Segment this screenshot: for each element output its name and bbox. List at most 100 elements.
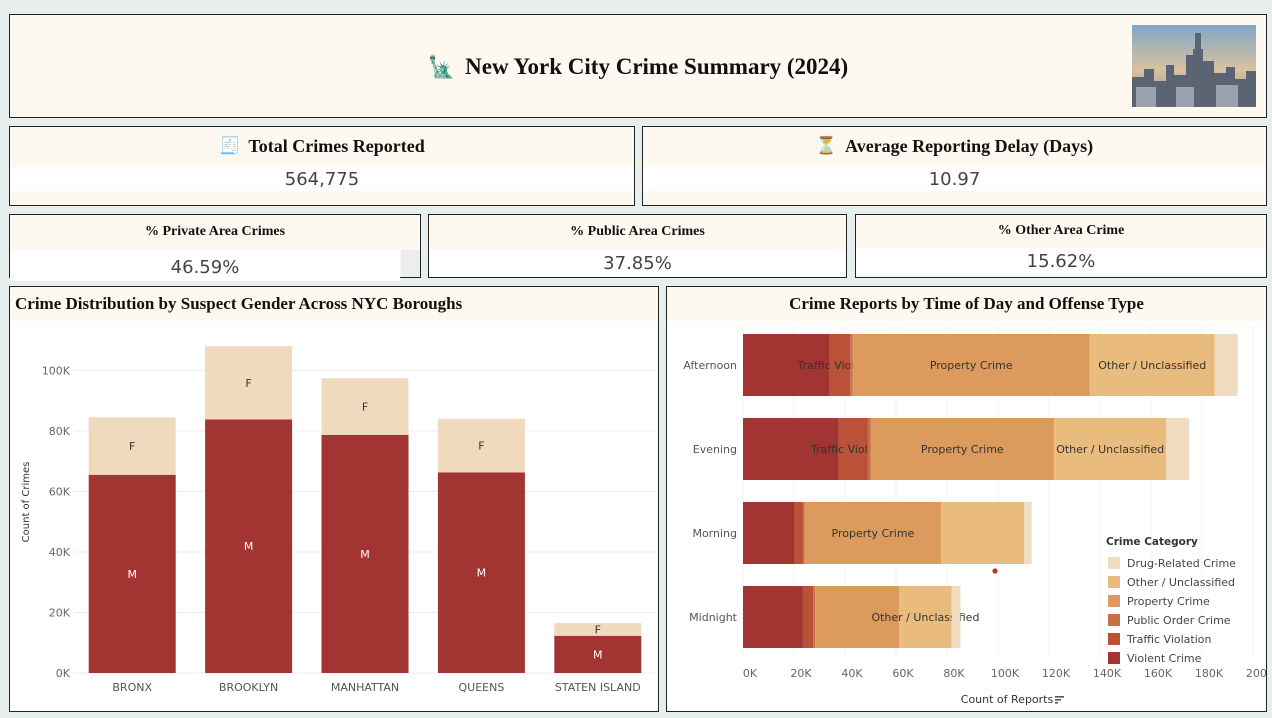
kpi-other-area: % Other Area Crime 15.62% xyxy=(855,214,1267,278)
time-offense-chart: 0K 20K 40K 60K 80K 100K 120K 140K 160K 180K 200K Af… xyxy=(683,327,1266,706)
x-tick-label: 80K xyxy=(943,667,965,680)
bar-m xyxy=(554,635,642,673)
bar-segment xyxy=(743,502,794,564)
x-tick-label: BROOKLYN xyxy=(219,681,278,694)
y-tick-label: 0K xyxy=(56,667,71,680)
title-panel: 🗽 New York City Crime Summary (2024) xyxy=(9,14,1267,118)
x-tick-label: 180K xyxy=(1195,667,1224,680)
bar-data-label: M xyxy=(360,548,370,561)
legend-swatch xyxy=(1108,633,1120,645)
gender-chart-title: Crime Distribution by Suspect Gender Acr… xyxy=(10,287,658,321)
legend-title: Crime Category xyxy=(1106,536,1198,548)
x-tick-label: MANHATTAN xyxy=(331,681,399,694)
kpi-scrollbar[interactable] xyxy=(401,250,420,277)
bar-segment xyxy=(802,586,814,648)
bar-segment xyxy=(1089,334,1215,396)
bar-segment xyxy=(1024,502,1032,564)
bar-m xyxy=(88,474,176,673)
bar-segment xyxy=(1214,334,1238,396)
bar-segment xyxy=(815,586,900,648)
bar-f xyxy=(88,417,176,475)
legend-swatch xyxy=(1108,595,1120,607)
bar-f xyxy=(205,346,293,420)
x-tick-label: 100K xyxy=(991,667,1020,680)
x-tick-label: 0K xyxy=(743,667,758,680)
segment-label: Property Crime xyxy=(832,527,915,540)
segment-label: Other / Unclassified xyxy=(1056,443,1164,456)
bar-f xyxy=(321,378,409,435)
bar-segment xyxy=(813,586,816,648)
bar-segment xyxy=(870,418,1055,480)
legend-swatch xyxy=(1108,652,1120,664)
segment-label: Property Crime xyxy=(930,359,1013,372)
legend-entry: Traffic Violation xyxy=(1126,633,1212,646)
x-tick-label: STATEN ISLAND xyxy=(555,681,641,694)
y-tick-label: 20K xyxy=(49,606,71,619)
time-chart-title: Crime Reports by Time of Day and Offense… xyxy=(667,287,1266,321)
legend-swatch xyxy=(1108,576,1120,588)
kpi-other-value: 15.62% xyxy=(856,248,1266,275)
statue-of-liberty-icon: 🗽 xyxy=(427,54,456,79)
gender-borough-chart-panel: Crime Distribution by Suspect Gender Acr… xyxy=(9,286,659,712)
bar-segment xyxy=(941,502,1025,564)
page-title: New York City Crime Summary (2024) xyxy=(465,54,849,79)
bar-segment xyxy=(838,418,868,480)
y-tick-label: Evening xyxy=(693,443,737,456)
receipt-icon: 🧾 xyxy=(219,136,241,155)
city-skyline-image xyxy=(1132,25,1256,107)
bar-m xyxy=(437,472,525,673)
bar-f xyxy=(437,418,525,473)
legend-entry: Violent Crime xyxy=(1127,652,1202,665)
bar-segment xyxy=(794,502,803,564)
kpi-total-value: 564,775 xyxy=(10,167,634,191)
bar-segment xyxy=(867,418,871,480)
bar-data-label: M xyxy=(127,568,137,581)
bar-data-label: M xyxy=(593,648,603,661)
y-tick-label: 80K xyxy=(49,425,71,438)
time-offense-chart-panel: Crime Reports by Time of Day and Offense… xyxy=(666,286,1267,712)
kpi-total-crimes: 🧾 Total Crimes Reported 564,775 xyxy=(9,126,635,206)
kpi-public-area: % Public Area Crimes 37.85% xyxy=(428,214,847,278)
y-tick-label: Afternoon xyxy=(683,359,737,372)
x-tick-label: QUEENS xyxy=(458,681,504,694)
bar-data-label: F xyxy=(478,440,484,453)
bar-segment xyxy=(899,586,952,648)
legend-swatch xyxy=(1108,614,1120,626)
bar-segment xyxy=(804,502,942,564)
y-tick-label: Morning xyxy=(692,527,737,540)
legend-entry: Property Crime xyxy=(1127,595,1210,608)
bar-segment xyxy=(1054,418,1167,480)
bar-segment xyxy=(852,334,1090,396)
kpi-reporting-delay: ⏳ Average Reporting Delay (Days) 10.97 xyxy=(642,126,1267,206)
bar-segment xyxy=(850,334,853,396)
bar-segment xyxy=(743,334,830,396)
legend-swatch xyxy=(1108,557,1120,569)
bar-segment xyxy=(743,418,839,480)
bar-m xyxy=(321,434,409,673)
bar-m xyxy=(205,419,293,673)
sort-icon xyxy=(1055,699,1061,701)
bar-segment xyxy=(829,334,851,396)
sort-icon xyxy=(1055,702,1058,704)
bar-segment xyxy=(802,502,805,564)
legend-entry: Drug-Related Crime xyxy=(1127,557,1236,570)
x-tick-label: BRONX xyxy=(112,681,152,694)
x-tick-label: 20K xyxy=(790,667,812,680)
bar-data-label: F xyxy=(362,401,368,414)
x-tick-label: 160K xyxy=(1144,667,1173,680)
x-tick-label: 140K xyxy=(1093,667,1122,680)
bar-data-label: F xyxy=(595,623,601,636)
kpi-public-label: % Public Area Crimes xyxy=(570,224,705,239)
page-title-wrap: 🗽 New York City Crime Summary (2024) xyxy=(10,15,1266,119)
y-tick-label: Midnight xyxy=(689,611,738,624)
legend-entry: Public Order Crime xyxy=(1127,614,1231,627)
bar-data-label: F xyxy=(129,440,135,453)
kpi-private-value: 46.59% xyxy=(10,250,400,281)
kpi-private-label: % Private Area Crimes xyxy=(144,224,286,239)
kpi-public-value: 37.85% xyxy=(429,250,846,277)
kpi-delay-value: 10.97 xyxy=(643,167,1266,191)
bar-data-label: M xyxy=(244,540,254,553)
y-tick-label: 40K xyxy=(49,546,71,559)
y-tick-label: 100K xyxy=(42,364,71,377)
segment-label: Other / Unclassified xyxy=(1098,359,1206,372)
